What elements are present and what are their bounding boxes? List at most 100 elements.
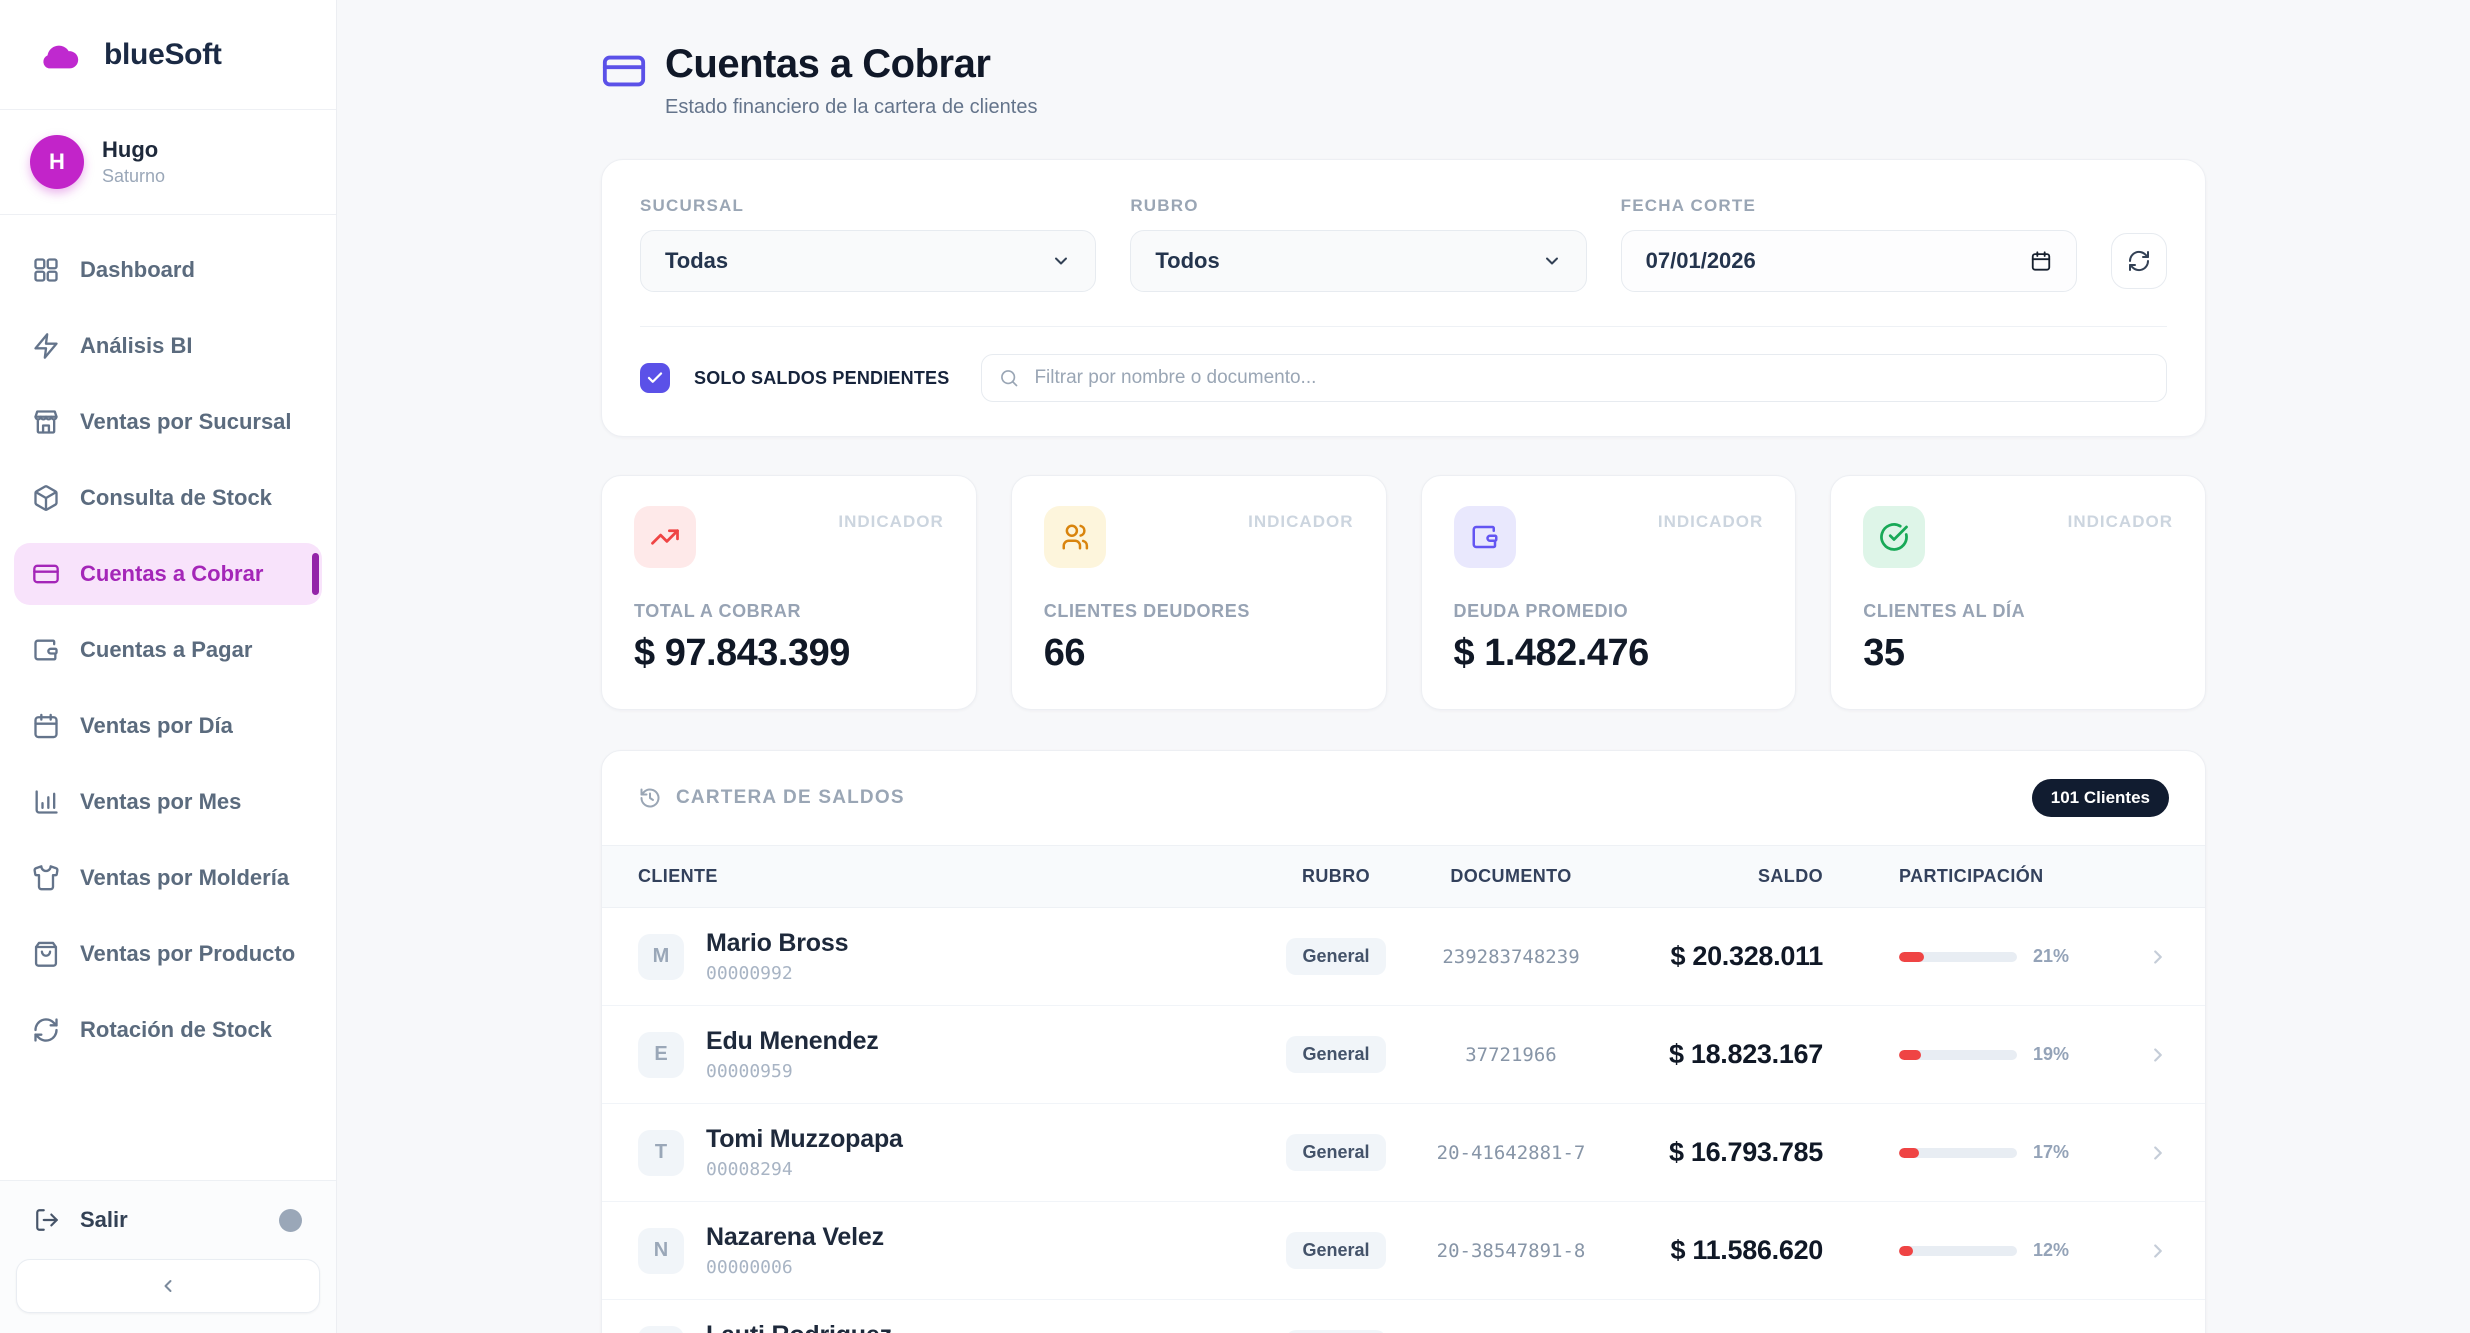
document-number: 239283748239	[1442, 945, 1580, 968]
sidebar-item-consulta-de-stock[interactable]: Consulta de Stock	[14, 467, 322, 529]
refresh-button[interactable]	[2111, 233, 2167, 289]
table-section-title: CARTERA DE SALDOS	[676, 787, 905, 808]
col-documento: DOCUMENTO	[1450, 866, 1572, 886]
sidebar-item-rotacion-de-stock[interactable]: Rotación de Stock	[14, 999, 322, 1061]
page-subtitle: Estado financiero de la cartera de clien…	[665, 96, 1038, 118]
rubro-badge: General	[1286, 938, 1386, 975]
client-name: Edu Menendez	[706, 1027, 879, 1055]
logout-button[interactable]: Salir	[0, 1181, 336, 1251]
sidebar: blueSoft H Hugo Saturno Dashboard Anális…	[0, 0, 337, 1333]
col-cliente: CLIENTE	[638, 866, 718, 886]
fecha-corte-value: 07/01/2026	[1645, 248, 1756, 273]
col-participacion: PARTICIPACIÓN	[1899, 866, 2044, 886]
sidebar-item-ventas-por-sucursal[interactable]: Ventas por Sucursal	[14, 391, 322, 453]
sidebar-item-ventas-por-molderia[interactable]: Ventas por Moldería	[14, 847, 322, 909]
fecha-corte-label: FECHA CORTE	[1620, 196, 1757, 215]
solo-saldos-checkbox[interactable]	[640, 363, 670, 393]
brand-logo: blueSoft	[0, 0, 336, 110]
sidebar-item-label: Análisis BI	[80, 333, 193, 358]
rubro-badge: General	[1286, 1036, 1386, 1073]
kpi-card: INDICADOR CLIENTES AL DÍA 35	[1830, 475, 2206, 710]
history-icon	[638, 786, 662, 810]
sidebar-footer: Salir	[0, 1180, 336, 1333]
rubro-select[interactable]: Todos	[1130, 230, 1587, 292]
client-name: Mario Bross	[706, 929, 849, 957]
main-area: Cuentas a Cobrar Estado financiero de la…	[337, 0, 2470, 1333]
sidebar-item-cuentas-a-cobrar[interactable]: Cuentas a Cobrar	[14, 543, 322, 605]
table-row[interactable]: N Nazarena Velez 00000006 General 20-385…	[602, 1202, 2205, 1300]
sidebar-collapse-button[interactable]	[16, 1259, 320, 1313]
user-branch: Saturno	[102, 166, 166, 186]
saldo-amount: $ 20.328.011	[1670, 941, 1823, 971]
kpi-grid: INDICADOR TOTAL A COBRAR $ 97.843.399 IN…	[601, 475, 2206, 710]
trending-up-icon-tile	[634, 506, 696, 568]
saldo-amount: $ 11.586.620	[1670, 1235, 1823, 1265]
users-icon-tile	[1043, 506, 1106, 568]
sucursal-select[interactable]: Todas	[640, 230, 1097, 292]
table-header-row: CLIENTE RUBRO DOCUMENTO SALDO PARTICIPAC…	[602, 845, 2205, 908]
chevron-down-icon	[1542, 251, 1562, 271]
table-row[interactable]: E Edu Menendez 00000959 General 37721966…	[602, 1006, 2205, 1104]
client-avatar: M	[638, 933, 684, 980]
rubro-badge: General	[1286, 1330, 1386, 1333]
client-code: 00008294	[706, 1159, 793, 1180]
chevron-right-icon[interactable]	[2147, 1240, 2169, 1262]
sidebar-item-label: Ventas por Moldería	[80, 865, 290, 890]
participation-bar	[1899, 1049, 2017, 1060]
trending-up-icon	[650, 522, 680, 552]
sidebar-item-label: Rotación de Stock	[80, 1017, 272, 1042]
chevron-right-icon[interactable]	[2147, 1044, 2169, 1066]
table-row[interactable]: T Tomi Muzzopapa 00008294 General 20-416…	[602, 1104, 2205, 1202]
client-name: Nazarena Velez	[706, 1223, 884, 1251]
participation-percent: 21%	[2033, 946, 2070, 966]
sucursal-label: SUCURSAL	[640, 196, 745, 215]
fecha-corte-input[interactable]: 07/01/2026	[1620, 230, 2077, 292]
kpi-card: INDICADOR DEUDA PROMEDIO $ 1.482.476	[1420, 475, 1797, 710]
sidebar-item-label: Ventas por Producto	[80, 941, 296, 966]
layout-grid-icon	[32, 256, 60, 284]
table-body: M Mario Bross 00000992 General 239283748…	[602, 908, 2205, 1333]
kpi-tag: INDICADOR	[838, 512, 944, 531]
user-panel: H Hugo Saturno	[0, 110, 336, 215]
sidebar-item-cuentas-a-pagar[interactable]: Cuentas a Pagar	[14, 619, 322, 681]
rubro-badge: General	[1286, 1134, 1386, 1171]
participation-bar-fill	[1899, 1049, 1922, 1060]
participation-bar	[1899, 951, 2017, 962]
search-input[interactable]	[981, 354, 2167, 402]
sidebar-item-dashboard[interactable]: Dashboard	[14, 239, 322, 301]
chevron-right-icon[interactable]	[2147, 1142, 2169, 1164]
sidebar-item-ventas-por-dia[interactable]: Ventas por Día	[14, 695, 322, 757]
search-icon	[999, 368, 1019, 388]
kpi-label: DEUDA PROMEDIO	[1453, 601, 1629, 621]
kpi-tag: INDICADOR	[1657, 512, 1764, 531]
table-row[interactable]: L Lauti Rodriguez 00000900 General 30718…	[602, 1300, 2205, 1333]
sidebar-item-ventas-por-mes[interactable]: Ventas por Mes	[14, 771, 322, 833]
client-avatar: N	[638, 1227, 684, 1274]
sidebar-item-label: Ventas por Mes	[80, 789, 242, 814]
bar-chart-icon	[32, 788, 60, 816]
store-icon	[32, 408, 60, 436]
kpi-value: 66	[1043, 632, 1086, 674]
chevron-right-icon[interactable]	[2147, 946, 2169, 968]
refresh-icon	[32, 1016, 60, 1044]
document-number: 37721966	[1465, 1043, 1557, 1066]
kpi-label: CLIENTES DEUDORES	[1043, 601, 1250, 621]
client-code: 00000006	[706, 1257, 793, 1278]
user-name: Hugo	[102, 137, 159, 162]
kpi-value: $ 1.482.476	[1453, 632, 1650, 674]
participation-bar	[1899, 1245, 2017, 1256]
filter-card: SUCURSAL Todas RUBRO Todos FECHA CORTE	[601, 159, 2206, 437]
client-avatar: E	[638, 1031, 684, 1078]
table-row[interactable]: M Mario Bross 00000992 General 239283748…	[602, 908, 2205, 1006]
zap-icon	[32, 332, 60, 360]
document-number: 20-38547891-8	[1436, 1239, 1586, 1262]
check-icon	[646, 369, 664, 387]
document-number: 20-41642881-7	[1436, 1141, 1586, 1164]
client-name: Lauti Rodriguez	[706, 1321, 892, 1333]
cloud-icon	[30, 32, 88, 78]
sidebar-item-analisis-bi[interactable]: Análisis BI	[14, 315, 322, 377]
sucursal-value: Todas	[665, 248, 729, 273]
rubro-value: Todos	[1155, 248, 1220, 273]
circle-check-icon-tile	[1863, 506, 1926, 568]
sidebar-item-ventas-por-producto[interactable]: Ventas por Producto	[14, 923, 322, 985]
